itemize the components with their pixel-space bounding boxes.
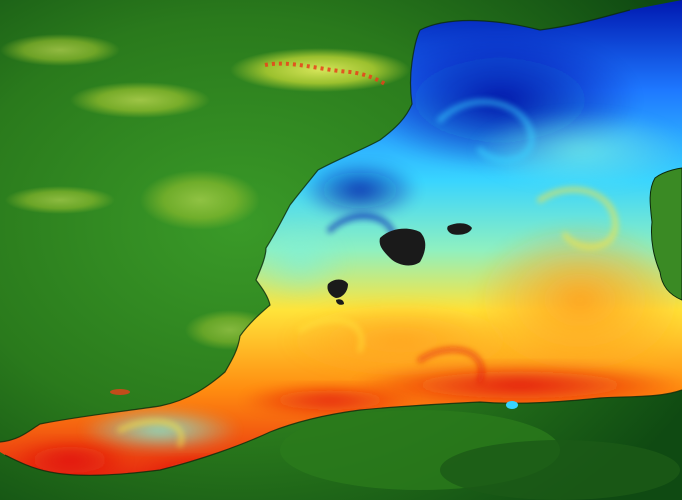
pyrenees-peaks — [110, 61, 387, 395]
sardinia-island — [649, 167, 682, 301]
formentera-island — [336, 299, 344, 305]
coastline — [0, 9, 682, 476]
balearic-islands — [327, 223, 472, 305]
ibiza-island — [327, 279, 348, 298]
mallorca-island — [379, 228, 426, 266]
menorca-island — [447, 223, 472, 235]
coastal-cold-spot — [506, 401, 518, 409]
